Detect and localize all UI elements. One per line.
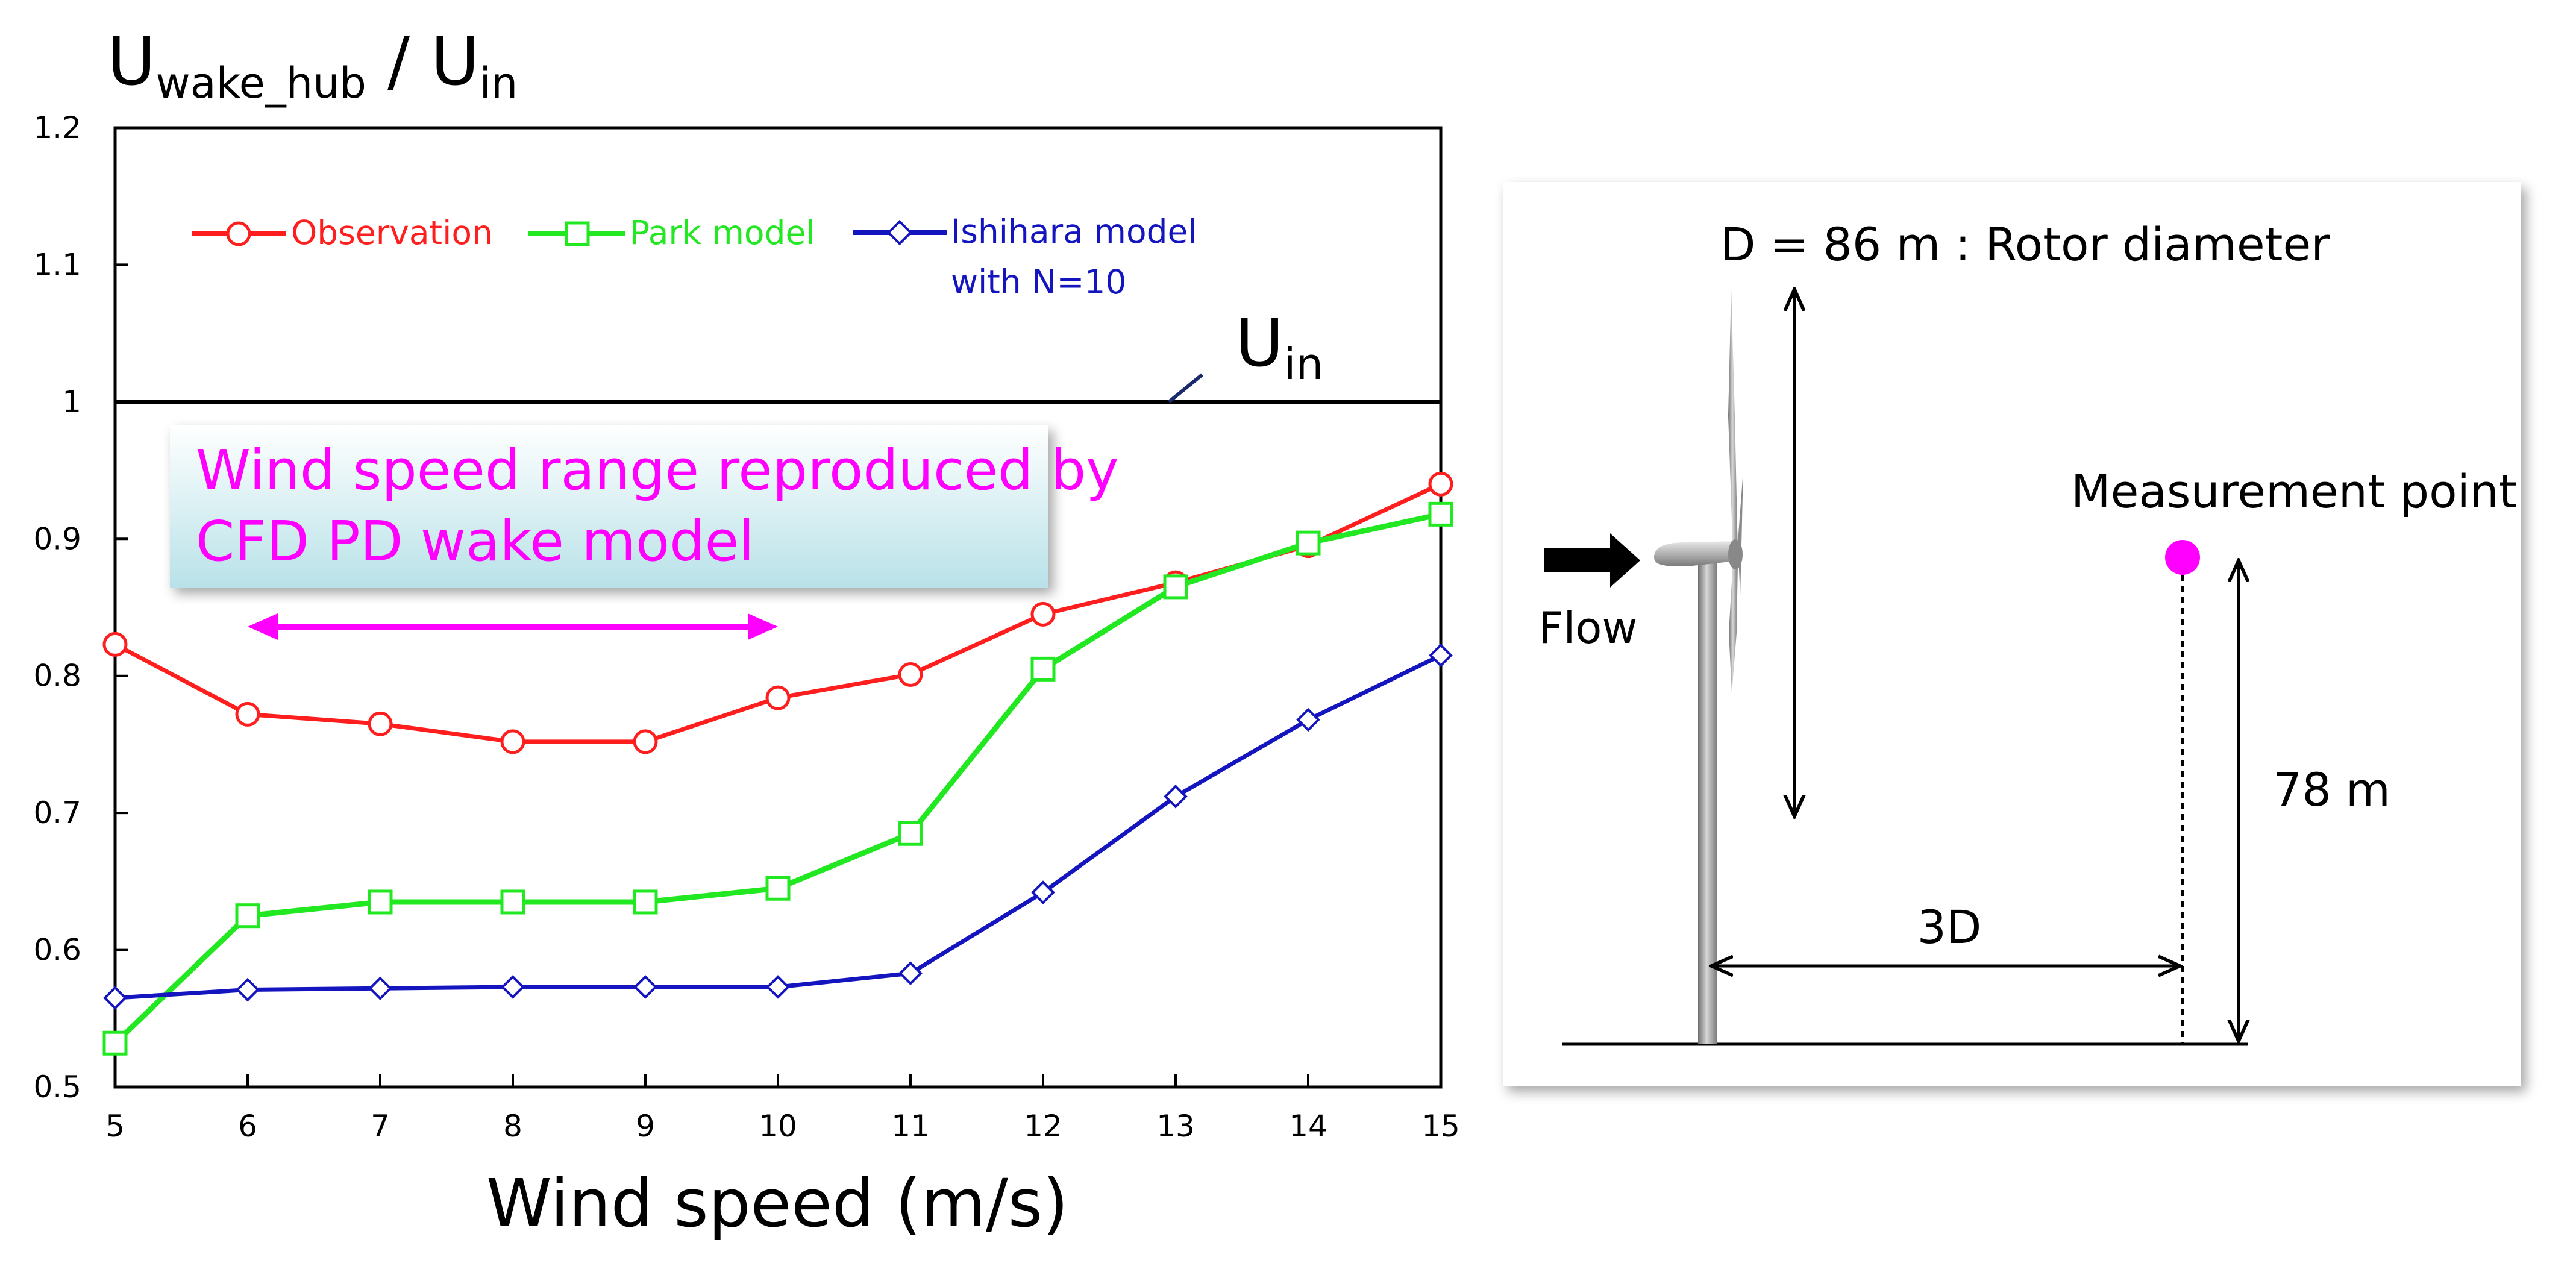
data-point-ishihara-model bbox=[898, 961, 923, 986]
data-point-observation bbox=[898, 662, 923, 687]
y-tick-label: 1.1 bbox=[33, 247, 81, 282]
y-tick-label: 0.9 bbox=[33, 521, 81, 556]
range-arrow-head-right bbox=[748, 613, 778, 640]
data-point-ishihara-model bbox=[1031, 880, 1055, 904]
annotation-line-1: Wind speed range reproduced by bbox=[196, 438, 1119, 503]
data-point-observation bbox=[102, 631, 128, 657]
data-point-ishihara-model bbox=[1296, 707, 1320, 732]
x-tick-label: 15 bbox=[1421, 1109, 1460, 1144]
x-tick-label: 9 bbox=[636, 1109, 655, 1144]
data-point-observation bbox=[368, 711, 393, 736]
legend-item-ishihara-model: Ishihara model with N=10 bbox=[853, 212, 1197, 301]
rotor-blade-lower bbox=[1729, 560, 1738, 693]
legend-marker-park-model bbox=[565, 221, 590, 246]
x-ticks: 5 6 7 8 9 10 11 12 13 14 15 bbox=[105, 1074, 1460, 1144]
measurement-point-label: Measurement point bbox=[2071, 465, 2517, 518]
data-point-observation bbox=[633, 729, 658, 754]
reference-label-sub: in bbox=[1284, 339, 1324, 389]
x-tick-label: 10 bbox=[759, 1109, 797, 1144]
y-tick-label: 1.2 bbox=[33, 110, 81, 145]
flow-arrow bbox=[1544, 533, 1640, 588]
legend-item-observation: Observation bbox=[192, 213, 493, 252]
x-tick-label: 8 bbox=[503, 1109, 522, 1144]
data-point-ishihara-model bbox=[766, 975, 790, 999]
legend-label-ishihara-model-line2: with N=10 bbox=[951, 263, 1126, 301]
x-tick-label: 12 bbox=[1024, 1109, 1062, 1144]
data-point-park-model bbox=[102, 1030, 128, 1056]
x-tick-label: 14 bbox=[1289, 1109, 1327, 1144]
legend-marker-observation bbox=[226, 221, 251, 246]
y-axis-title-main1: U bbox=[107, 23, 156, 100]
legend: Observation Park model Ishihara model wi… bbox=[192, 212, 1197, 301]
y-tick-label: 0.8 bbox=[33, 659, 81, 694]
x-tick-label: 5 bbox=[105, 1109, 125, 1144]
chart: 0.5 0.6 0.7 0.8 0.9 1 1.1 1.2 5 6 7 8 9 10 11 12 13 14 15… bbox=[33, 23, 1459, 1242]
distance-label: 3D bbox=[1917, 900, 1982, 954]
y-tick-label: 0.6 bbox=[33, 933, 81, 968]
annotation-box bbox=[170, 425, 1048, 588]
data-point-park-model bbox=[1163, 574, 1188, 600]
legend-label-ishihara-model: Ishihara model bbox=[951, 212, 1197, 251]
data-point-park-model bbox=[1030, 656, 1056, 682]
data-point-ishihara-model bbox=[236, 977, 260, 1002]
y-tick-label: 1 bbox=[62, 384, 81, 419]
data-point-park-model bbox=[235, 903, 260, 929]
y-axis-title-slash: / bbox=[366, 23, 431, 100]
data-point-ishihara-model bbox=[1429, 643, 1453, 668]
y-tick-label: 0.5 bbox=[33, 1070, 81, 1105]
data-point-park-model bbox=[500, 889, 525, 915]
y-axis-title-main2: U bbox=[431, 23, 480, 100]
data-point-observation bbox=[1030, 601, 1056, 627]
rotor-diameter-label: D = 86 m : Rotor diameter bbox=[1720, 218, 2330, 271]
y-axis-title: Uwake_hub / Uin bbox=[107, 23, 518, 108]
reference-label-main: U bbox=[1235, 304, 1284, 381]
x-tick-label: 13 bbox=[1156, 1109, 1195, 1144]
data-point-ishihara-model bbox=[368, 976, 392, 1001]
data-point-park-model bbox=[633, 889, 658, 915]
measurement-point-marker bbox=[2165, 540, 2200, 575]
data-point-park-model bbox=[1428, 501, 1453, 527]
data-point-observation bbox=[500, 729, 525, 754]
data-point-park-model bbox=[898, 821, 923, 846]
data-point-observation bbox=[1428, 471, 1453, 497]
data-point-ishihara-model bbox=[633, 975, 657, 999]
plot-area bbox=[113, 126, 1443, 1089]
range-arrow bbox=[248, 613, 778, 640]
data-point-park-model bbox=[368, 889, 393, 915]
annotation-line-2: CFD PD wake model bbox=[196, 509, 754, 574]
data-point-ishihara-model bbox=[103, 986, 127, 1010]
x-axis-title: Wind speed (m/s) bbox=[486, 1165, 1068, 1242]
y-axis-title-sub1: wake_hub bbox=[156, 58, 366, 108]
legend-label-observation: Observation bbox=[291, 213, 493, 252]
legend-marker-ishihara-model bbox=[886, 219, 913, 246]
reference-label-leader bbox=[1168, 373, 1203, 404]
legend-item-park-model: Park model bbox=[528, 213, 815, 252]
legend-label-park-model: Park model bbox=[630, 213, 815, 252]
height-label: 78 m bbox=[2273, 763, 2390, 816]
data-point-ishihara-model bbox=[1164, 785, 1188, 809]
hub bbox=[1728, 539, 1743, 569]
data-point-observation bbox=[235, 701, 260, 727]
data-point-ishihara-model bbox=[501, 975, 525, 999]
nacelle bbox=[1654, 541, 1741, 566]
y-tick-label: 0.7 bbox=[33, 795, 81, 830]
x-tick-label: 11 bbox=[891, 1109, 930, 1144]
flow-label: Flow bbox=[1538, 603, 1637, 653]
turbine-diagram: D = 86 m : Rotor diameter Flow Measureme… bbox=[1503, 182, 2521, 1086]
diagram-panel bbox=[1503, 182, 2521, 1086]
y-ticks: 0.5 0.6 0.7 0.8 0.9 1 1.1 1.2 bbox=[33, 110, 128, 1105]
data-point-observation bbox=[765, 685, 791, 710]
rotor-blade-upper bbox=[1728, 289, 1738, 554]
x-tick-label: 6 bbox=[238, 1109, 257, 1144]
data-point-park-model bbox=[1296, 530, 1321, 556]
series-layer bbox=[102, 471, 1453, 1056]
range-arrow-head-left bbox=[248, 613, 278, 640]
y-axis-title-sub2: in bbox=[479, 58, 518, 108]
x-tick-label: 7 bbox=[371, 1109, 390, 1144]
reference-label: Uin bbox=[1235, 304, 1323, 389]
tower bbox=[1698, 554, 1717, 1044]
data-point-park-model bbox=[765, 876, 791, 901]
